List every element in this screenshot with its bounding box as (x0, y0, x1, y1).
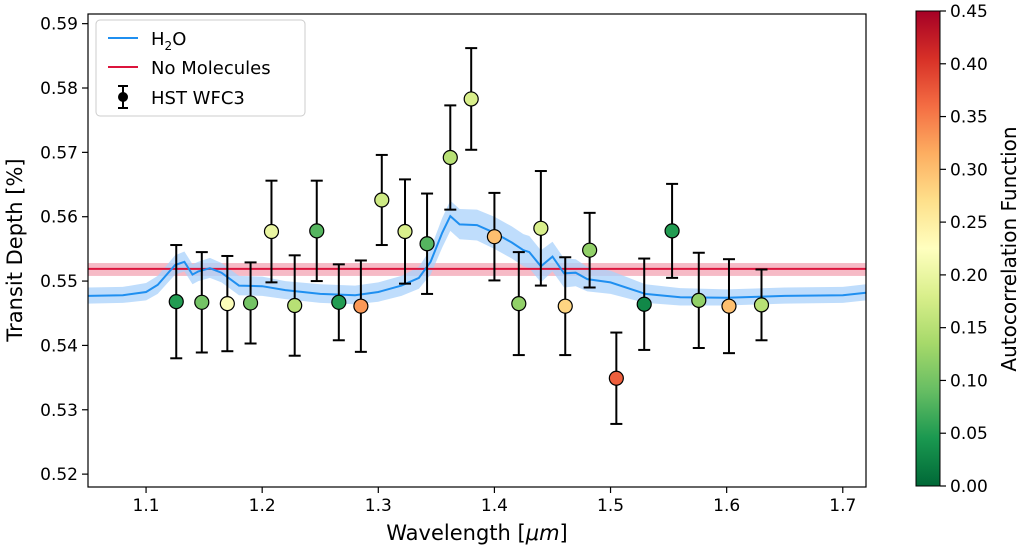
data-marker (753, 297, 770, 313)
data-point (263, 179, 280, 284)
data-marker (442, 149, 458, 166)
data-marker (664, 223, 680, 239)
x-tick-label: 1.2 (249, 496, 276, 516)
x-tick-label: 1.4 (481, 496, 508, 516)
y-tick-label: 0.56 (40, 208, 78, 228)
x-tick-label: 1.3 (365, 496, 392, 516)
x-tick-label: 1.5 (597, 496, 624, 516)
data-point (664, 182, 680, 279)
data-point (557, 256, 573, 357)
data-point (309, 179, 325, 283)
data-marker (463, 91, 479, 107)
data-point (511, 251, 527, 357)
data-point (419, 192, 435, 295)
data-marker (263, 223, 280, 240)
colorbar-tick-label: 0.05 (950, 424, 988, 444)
y-axis-label: Transit Depth [%] (3, 158, 27, 342)
data-marker (691, 292, 707, 308)
data-point (374, 153, 390, 247)
colorbar (915, 10, 941, 487)
colorbar-tick-label: 0.10 (950, 371, 988, 391)
h2o-model-line (88, 214, 866, 299)
colorbar-axis: 0.00 0.05 0.10 0.15 0.20 0.25 0.30 0.35 0.40 0.45 (940, 2, 988, 497)
data-point (533, 170, 549, 287)
y-tick-label: 0.53 (40, 401, 78, 421)
data-point (219, 254, 235, 353)
data-point (486, 191, 503, 282)
data-marker (353, 298, 369, 314)
data-marker (608, 370, 624, 386)
y-tick-label: 0.58 (40, 79, 78, 99)
legend-box (95, 19, 306, 117)
y-axis: 0.52 0.53 0.54 0.55 0.56 0.57 0.58 0.59 (40, 15, 88, 485)
data-marker (511, 295, 527, 312)
data-marker (309, 223, 325, 239)
colorbar-tick-label: 0.30 (950, 160, 988, 180)
data-point (636, 257, 652, 351)
y-tick-label: 0.55 (40, 272, 78, 292)
legend-h2o-label: H2O (151, 29, 186, 53)
colorbar-label: Autocorrelation Function (997, 126, 1020, 371)
data-marker (374, 192, 390, 208)
x-tick-label: 1.7 (829, 496, 856, 516)
colorbar-tick-label: 0.20 (950, 266, 988, 286)
colorbar-tick-label: 0.45 (950, 2, 988, 22)
data-marker (287, 297, 303, 314)
colorbar-tick-label: 0.15 (950, 319, 988, 339)
data-marker (557, 298, 573, 314)
data-marker (419, 236, 435, 252)
data-point (194, 251, 210, 354)
colorbar-tick-label: 0.40 (950, 55, 988, 75)
data-point (242, 261, 259, 345)
data-point (691, 251, 707, 349)
y-tick-label: 0.54 (40, 336, 78, 356)
data-point (353, 259, 369, 353)
legend-hst-label: HST WFC3 (151, 88, 245, 109)
data-marker (721, 298, 737, 314)
data-point (168, 244, 184, 360)
y-tick-label: 0.59 (40, 15, 78, 35)
x-tick-label: 1.6 (713, 496, 740, 516)
plot-frame (87, 13, 867, 488)
y-tick-label: 0.52 (40, 465, 78, 485)
data-marker (194, 294, 210, 310)
data-marker (533, 220, 549, 236)
data-point (463, 47, 479, 151)
data-point (331, 263, 347, 342)
x-tick-label: 1.1 (133, 496, 160, 516)
data-point (753, 268, 770, 342)
data-point (442, 104, 458, 211)
legend-no-molecules-label: No Molecules (151, 58, 271, 79)
data-marker (582, 242, 598, 258)
data-marker (242, 295, 259, 311)
data-point (397, 178, 413, 285)
data-marker (219, 295, 235, 312)
data-point (721, 258, 737, 355)
colorbar-tick-label: 0.00 (950, 477, 988, 497)
data-marker (331, 294, 347, 310)
data-marker (636, 296, 652, 312)
legend: H2O No Molecules HST WFC3 (95, 19, 306, 117)
x-axis: 1.1 1.2 1.3 1.4 1.5 1.6 1.7 (133, 487, 856, 516)
x-axis-label: Wavelength [μm] (386, 521, 567, 545)
data-point (287, 254, 303, 357)
data-point (608, 331, 624, 425)
colorbar-tick-label: 0.35 (950, 108, 988, 128)
data-marker (168, 294, 184, 310)
y-tick-label: 0.57 (40, 143, 78, 163)
data-point (582, 211, 598, 289)
data-points-layer (168, 47, 770, 425)
data-marker (397, 223, 413, 240)
legend-hst-marker (118, 85, 128, 109)
data-marker (486, 229, 503, 245)
colorbar-tick-label: 0.25 (950, 213, 988, 233)
